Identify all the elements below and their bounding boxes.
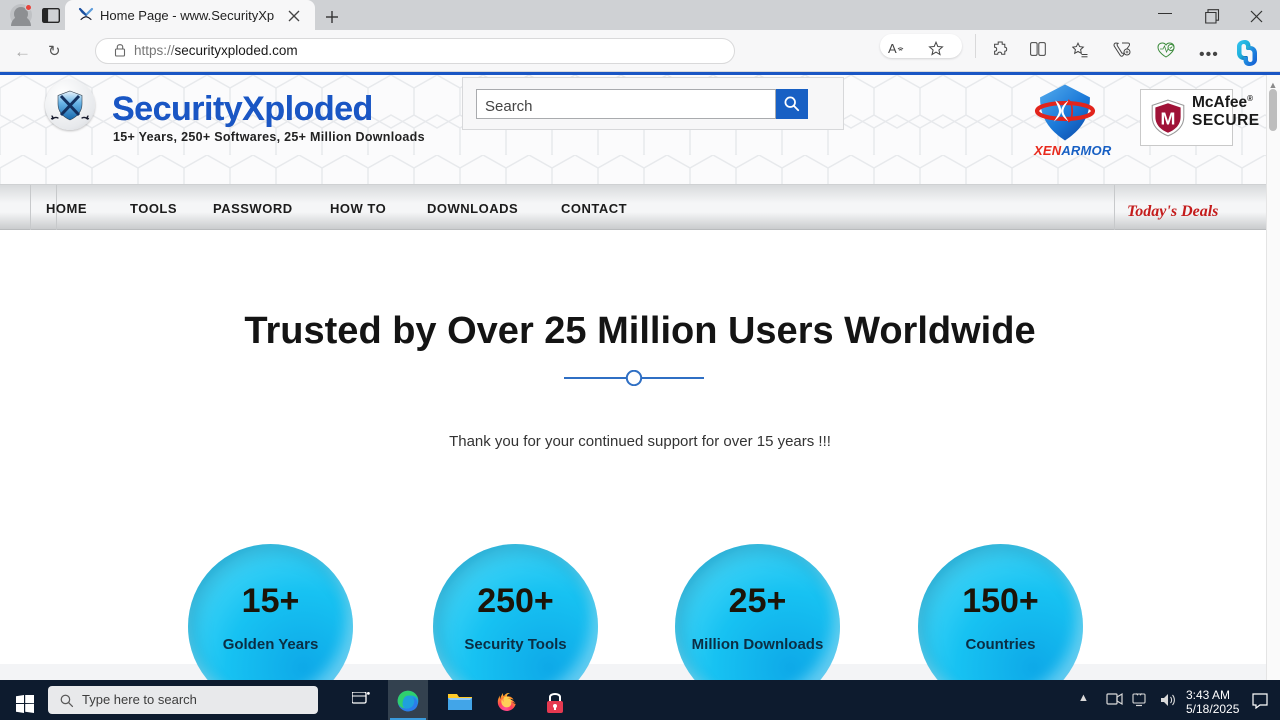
svg-text:M: M [1161,108,1176,128]
svg-text:A: A [888,41,897,56]
